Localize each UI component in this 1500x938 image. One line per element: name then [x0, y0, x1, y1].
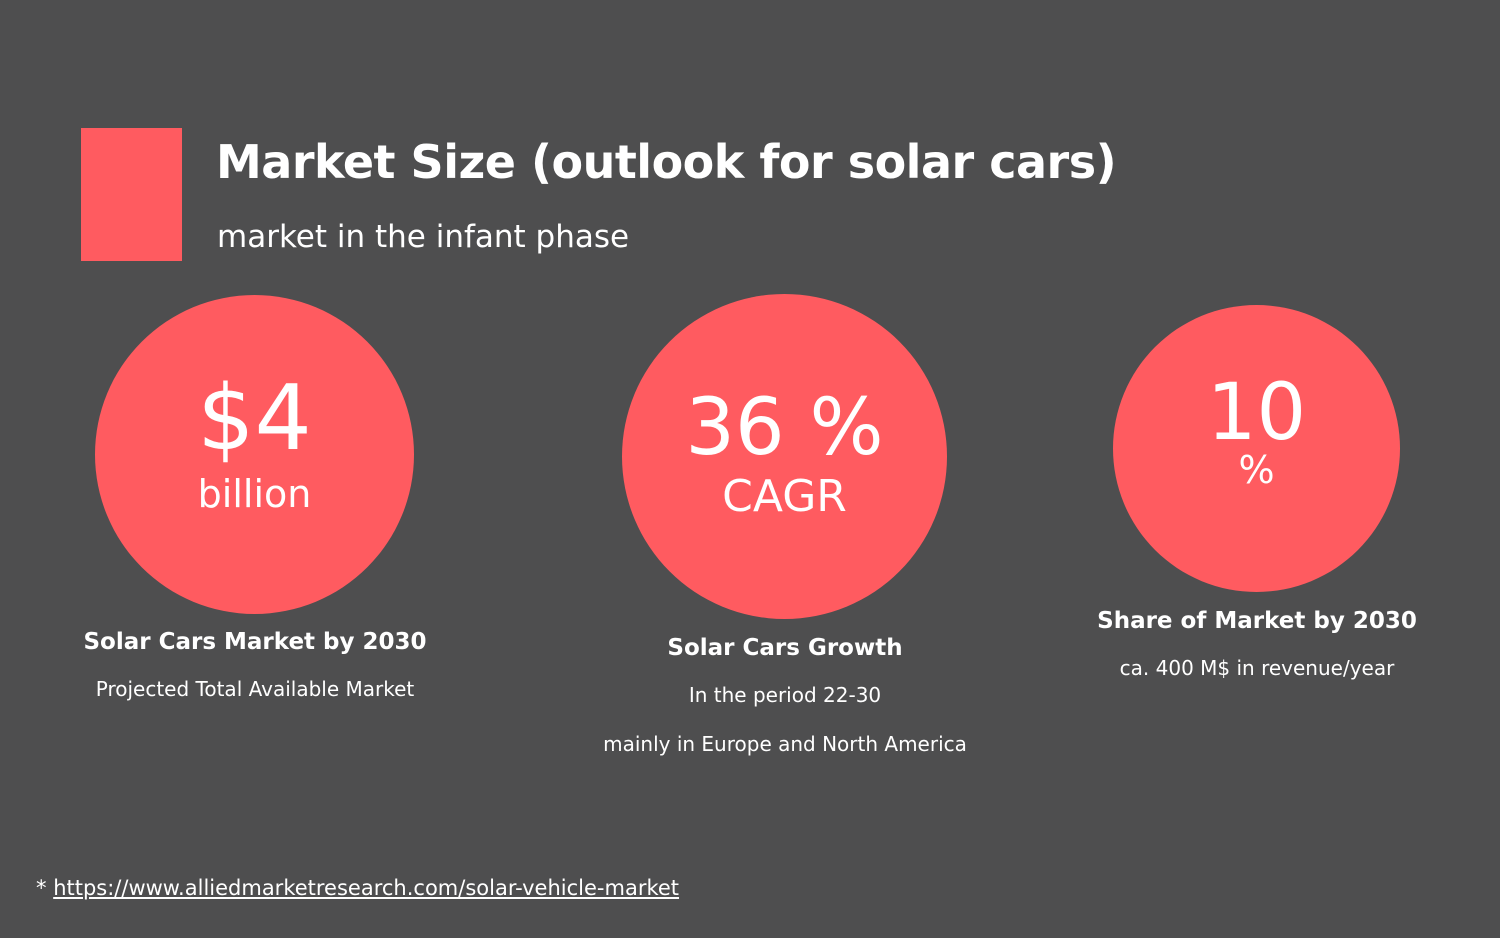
footnote-marker: * — [36, 876, 47, 900]
accent-square — [81, 128, 182, 261]
stat-caption-market-share: Share of Market by 2030 ca. 400 M$ in re… — [1057, 604, 1457, 683]
stat-heading: Solar Cars Growth — [667, 635, 903, 661]
stat-value: 36 % — [685, 382, 884, 473]
page-subtitle: market in the infant phase — [217, 219, 630, 255]
page-title: Market Size (outlook for solar cars) — [216, 135, 1117, 189]
stat-heading: Share of Market by 2030 — [1097, 608, 1417, 634]
source-footnote: * https://www.alliedmarketresearch.com/s… — [36, 872, 679, 904]
stat-description: mainly in Europe and North America — [603, 732, 967, 756]
stat-circle-market-size: $4 billion — [95, 295, 414, 614]
stat-unit: CAGR — [722, 470, 847, 522]
stat-value: 10 — [1206, 367, 1307, 458]
stat-circle-growth: 36 % CAGR — [622, 294, 947, 619]
source-link[interactable]: https://www.alliedmarketresearch.com/sol… — [53, 876, 680, 900]
stat-caption-growth: Solar Cars Growth In the period 22-30 ma… — [585, 631, 985, 759]
stat-circle-market-share: 10 % — [1113, 305, 1400, 592]
stat-value: $4 — [197, 365, 312, 471]
stat-caption-market-size: Solar Cars Market by 2030 Projected Tota… — [55, 625, 455, 704]
stat-description: In the period 22-30 — [688, 683, 882, 707]
stat-description: ca. 400 M$ in revenue/year — [1119, 656, 1395, 680]
stat-unit: billion — [197, 471, 312, 516]
stat-heading: Solar Cars Market by 2030 — [83, 629, 427, 655]
stat-unit: % — [1238, 447, 1275, 492]
stat-description: Projected Total Available Market — [95, 677, 415, 701]
